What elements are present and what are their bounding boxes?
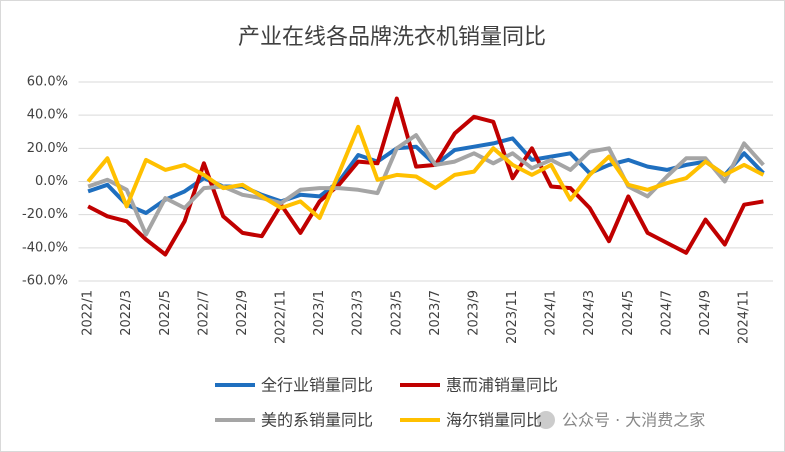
x-tick-label: 2023/1	[312, 290, 327, 336]
x-tick-label: 2024/3	[582, 290, 597, 336]
x-tick-label: 2022/5	[158, 290, 173, 336]
series-line	[87, 133, 765, 237]
x-tick-label: 2024/5	[621, 290, 636, 336]
x-tick-label: 2023/3	[351, 290, 366, 336]
legend-label: 惠而浦销量同比	[446, 376, 558, 395]
chart-title: 产业在线各品牌洗衣机销量同比	[238, 25, 546, 50]
y-tick-label: -20.0%	[22, 207, 68, 222]
x-tick-label: 2024/7	[659, 290, 674, 336]
y-tick-label: 60.0%	[27, 75, 68, 90]
x-tick-label: 2024/9	[698, 290, 713, 336]
x-tick-label: 2024/1	[544, 290, 559, 336]
y-tick-label: -40.0%	[22, 240, 68, 255]
x-tick-label: 2022/3	[119, 290, 134, 336]
x-tick-label: 2023/7	[428, 290, 443, 336]
legend-label: 海尔销量同比	[446, 411, 542, 430]
legend-label: 全行业销量同比	[261, 376, 373, 395]
series-line	[87, 136, 765, 215]
x-tick-label: 2022/11	[274, 290, 289, 344]
legend-label: 美的系销量同比	[261, 411, 373, 430]
x-tick-label: 2022/1	[81, 290, 96, 336]
series-line	[86, 124, 765, 220]
x-tick-label: 2023/9	[466, 290, 481, 336]
x-tick-label: 2023/5	[389, 290, 404, 336]
y-tick-label: -60.0%	[22, 274, 68, 289]
y-tick-label: 40.0%	[27, 108, 68, 123]
x-tick-label: 2022/7	[196, 290, 211, 336]
y-tick-label: 0.0%	[35, 174, 68, 189]
watermark: 公众号 · 大消费之家	[562, 411, 705, 430]
watermark-icon	[537, 411, 555, 429]
x-tick-label: 2023/11	[505, 290, 520, 344]
x-tick-label: 2024/11	[737, 290, 752, 344]
y-tick-label: 20.0%	[27, 141, 68, 156]
x-tick-label: 2022/9	[235, 290, 250, 336]
